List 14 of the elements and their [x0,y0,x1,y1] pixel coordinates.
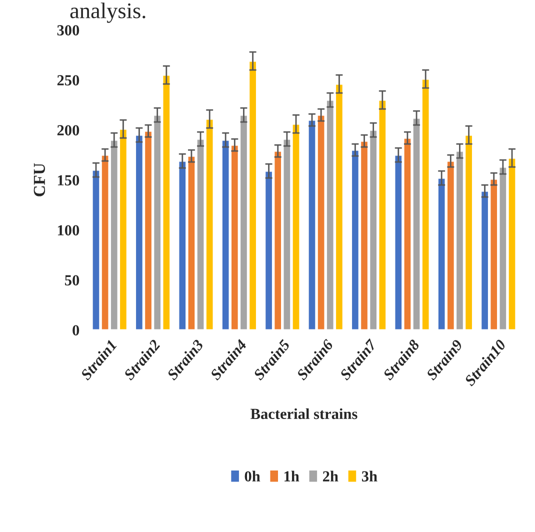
y-tick-label: 0 [72,325,80,336]
y-axis-title: CFU [34,163,46,196]
x-axis-title: Bacterial strains [250,408,358,420]
legend-label: 0h [244,470,260,482]
y-tick-label: 150 [58,175,80,186]
legend-label: 1h [284,470,300,482]
y-tick-label: 200 [57,125,80,136]
text: analysis. [70,2,146,23]
legend-label: 2h [322,470,338,482]
y-tick-label: 50 [65,275,80,286]
y-tick-label: 300 [57,25,80,36]
legend-label: 3h [362,470,378,482]
y-tick-label: 250 [57,75,80,86]
y-tick-label: 100 [58,225,80,236]
